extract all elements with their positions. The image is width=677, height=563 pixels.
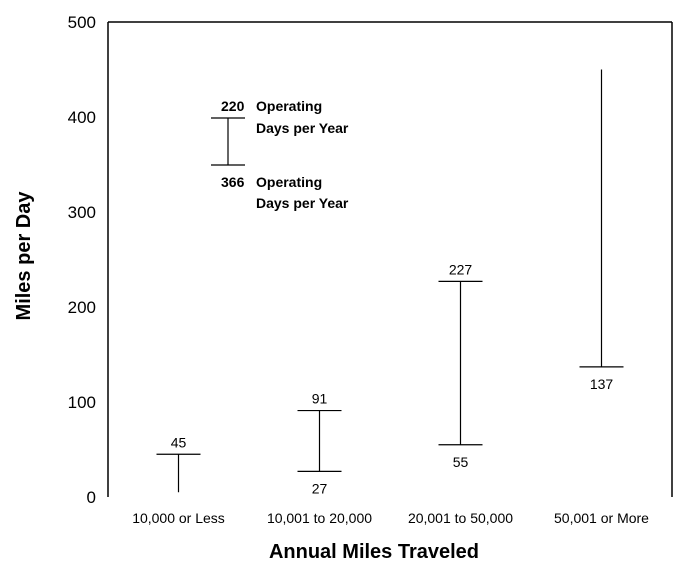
range-bars: 45 91 27 227 55 137 bbox=[156, 69, 624, 496]
data-label-high: 227 bbox=[449, 261, 473, 277]
data-label-high: 91 bbox=[312, 391, 328, 407]
legend: 220 Operating Days per Year 366 Operatin… bbox=[211, 98, 349, 211]
data-label-low: 27 bbox=[312, 480, 328, 496]
y-axis-ticks: 0 100 200 300 400 500 bbox=[68, 13, 96, 507]
y-tick-label: 400 bbox=[68, 108, 96, 127]
y-tick-label: 500 bbox=[68, 13, 96, 32]
plot-frame bbox=[107, 21, 673, 497]
y-axis-title: Miles per Day bbox=[13, 191, 35, 321]
y-tick-label: 300 bbox=[68, 203, 96, 222]
data-label-high: 45 bbox=[171, 434, 187, 450]
x-category-label: 10,001 to 20,000 bbox=[267, 510, 372, 526]
y-tick-label: 0 bbox=[87, 488, 96, 507]
legend-bottom-value: 366 bbox=[221, 174, 245, 190]
legend-bottom-line1: Operating bbox=[256, 174, 322, 190]
x-category-label: 10,000 or Less bbox=[132, 510, 225, 526]
x-axis-title: Annual Miles Traveled bbox=[269, 541, 479, 563]
data-label-low: 137 bbox=[590, 376, 614, 392]
x-category-label: 50,001 or More bbox=[554, 510, 649, 526]
legend-top-line1: Operating bbox=[256, 98, 322, 114]
legend-bottom-line2: Days per Year bbox=[256, 195, 349, 211]
legend-top-line2: Days per Year bbox=[256, 120, 349, 136]
y-tick-label: 200 bbox=[68, 298, 96, 317]
x-axis-categories: 10,000 or Less 10,001 to 20,000 20,001 to … bbox=[132, 510, 649, 526]
legend-top-value: 220 bbox=[221, 98, 245, 114]
x-category-label: 20,001 to 50,000 bbox=[408, 510, 513, 526]
y-tick-label: 100 bbox=[68, 393, 96, 412]
data-label-low: 55 bbox=[453, 454, 469, 470]
